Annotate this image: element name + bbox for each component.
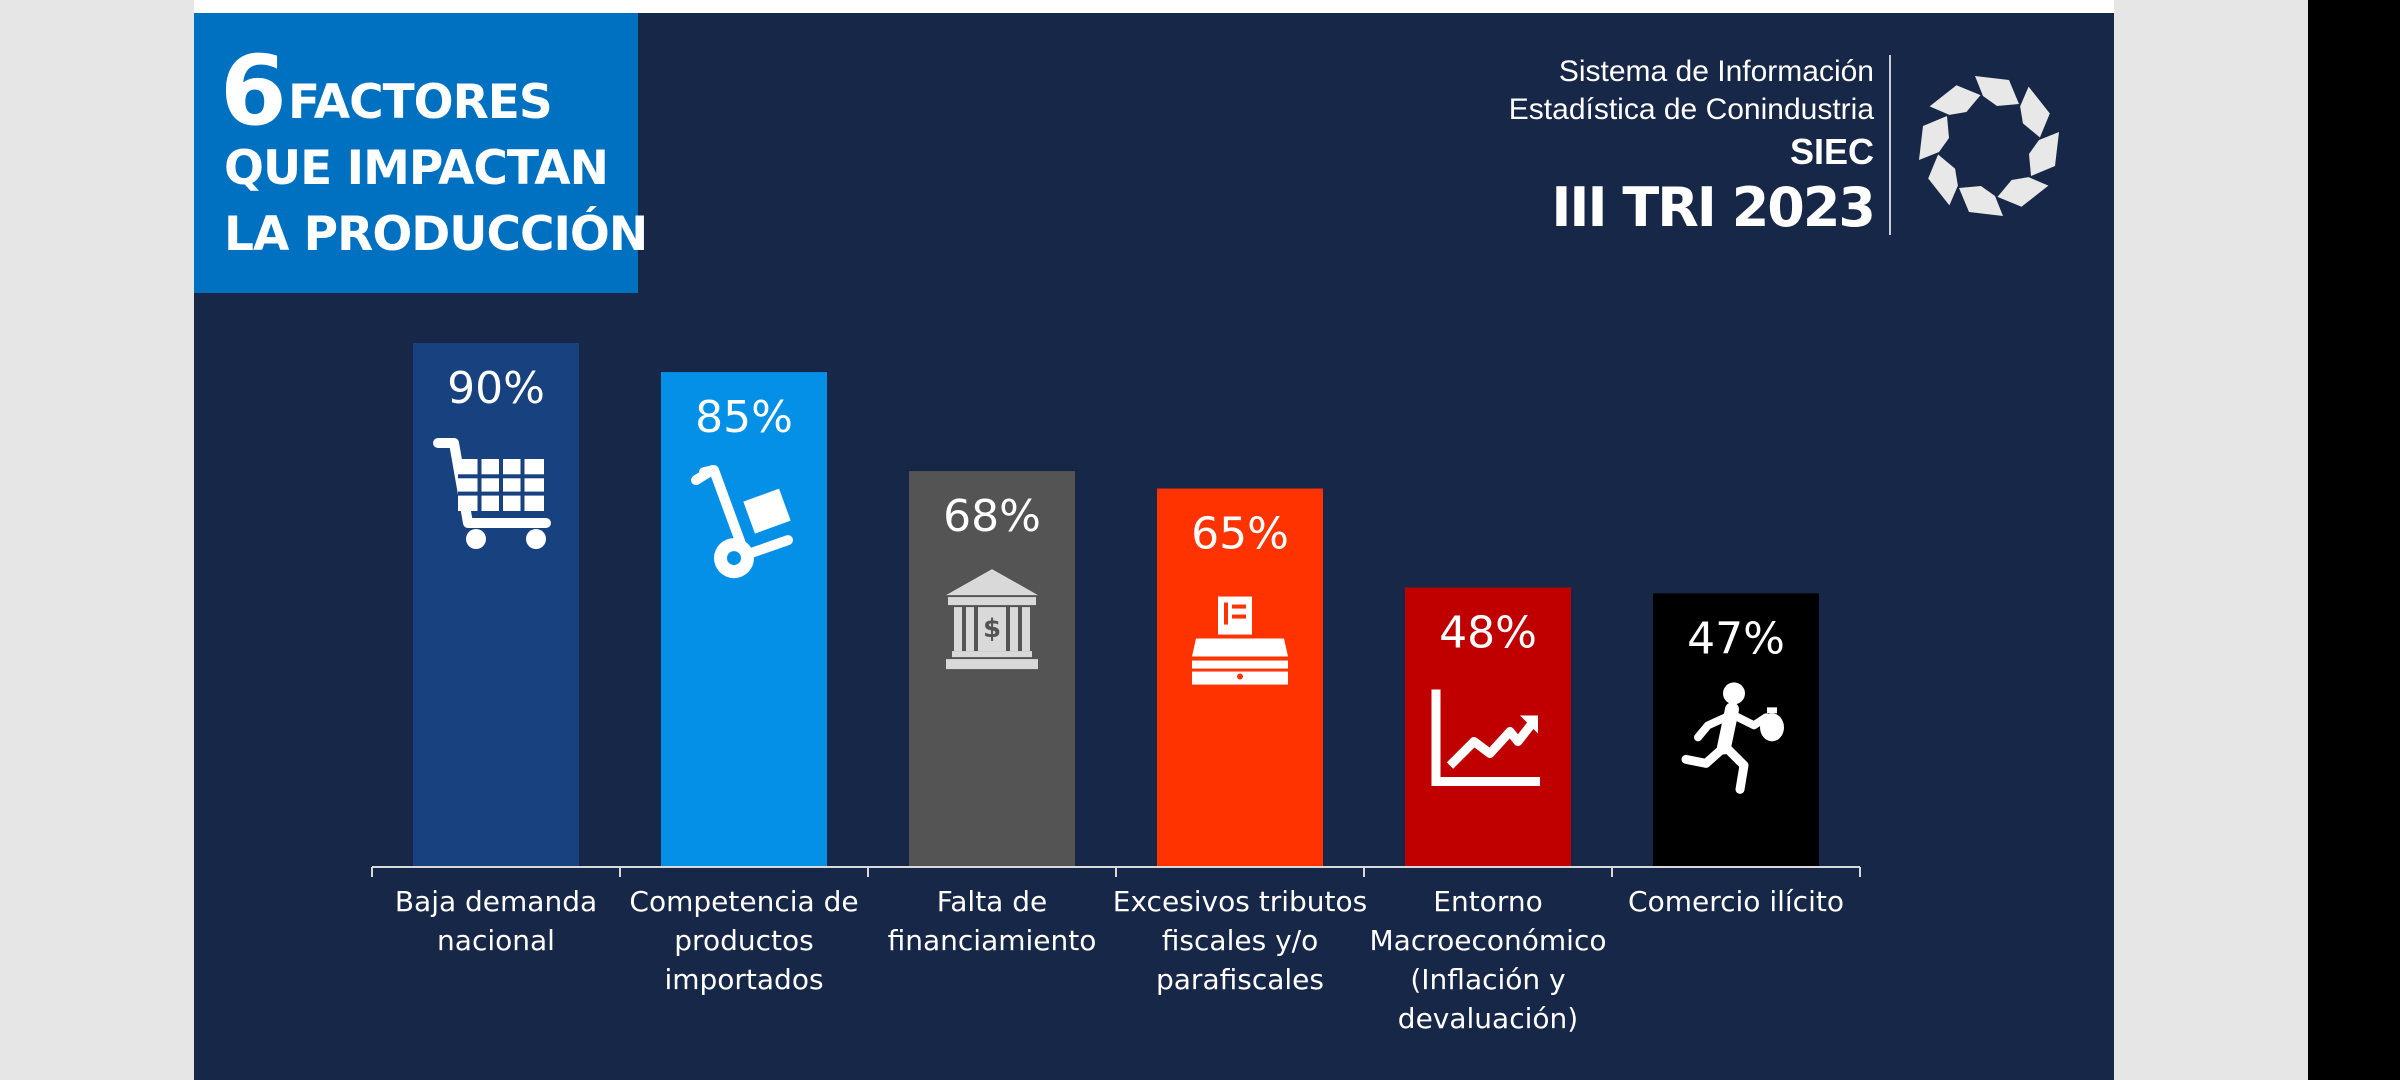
bar-value-label: 90% [447,363,545,414]
report-period: III TRI 2023 [1551,176,1876,239]
bar-value-label: 65% [1191,509,1289,560]
bar-value-label: 48% [1439,608,1537,659]
svg-text:$: $ [983,614,1001,644]
header-divider [1889,55,1891,235]
slide: 90% Baja demanda nacional 85% Competencia de… [194,13,2114,1080]
slide-top-border [194,0,2114,13]
title-number: 6 [220,35,287,147]
org-acronym: SIEC [1789,131,1874,172]
window-edge [2308,0,2400,1080]
chart-growth-icon [1431,689,1540,787]
bar-value-label: 68% [943,491,1041,542]
organization-block: Sistema de Información Estadística de Co… [1508,53,1876,241]
shopping-cart-icon [433,438,551,549]
siec-logo-icon [1919,76,2059,216]
bar-1 [413,343,579,867]
bar-value-label: 47% [1687,613,1785,664]
bar-value-label: 85% [695,392,793,443]
category-label: Excesivos tributos fiscales y/o parafiscal… [1113,885,1367,996]
category-label: Baja demanda nacional [395,885,597,957]
title-line-2: QUE IMPACTAN [224,141,609,196]
category-label: Entorno Macroeconómico (Inflación y devalua… [1370,885,1607,1035]
category-label: Competencia de productos importados [629,885,858,996]
bank-icon: $ [946,569,1038,670]
bar-2 [661,372,827,867]
hand-truck-icon [691,465,793,579]
org-name-line-2: Estadística de Conindustria [1508,93,1874,126]
category-label: Falta de financiamiento [888,885,1097,957]
bar-6 [1653,593,1819,867]
cash-register-icon [1192,596,1288,685]
title-line-1: FACTORES [288,75,553,130]
org-name-line-1: Sistema de Información [1558,55,1874,88]
bar-chart: 90% Baja demanda nacional 85% Competencia de… [371,343,1861,1035]
thief-running-icon [1681,682,1784,794]
title-line-3: LA PRODUCCIÓN [224,207,648,262]
title-box: 6 FACTORES QUE IMPACTAN LA PRODUCCIÓN [194,13,648,293]
category-label: Comercio ilícito [1628,885,1844,918]
